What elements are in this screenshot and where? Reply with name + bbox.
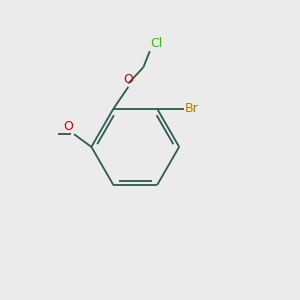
Text: O: O [123, 73, 133, 86]
Text: O: O [64, 121, 74, 134]
Text: Cl: Cl [150, 38, 163, 50]
Text: Br: Br [185, 102, 199, 116]
